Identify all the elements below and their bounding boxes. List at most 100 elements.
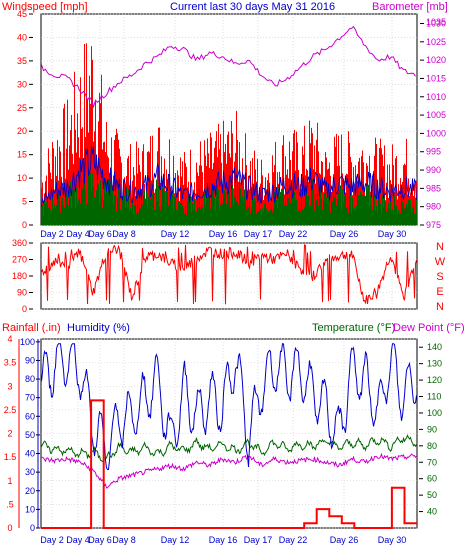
direction-tick-label: 180 xyxy=(12,271,27,281)
x-tick-label: Day 12 xyxy=(161,229,190,239)
dewpoint-axis-title: Dew Point (°F) xyxy=(393,322,465,334)
temperature-tick-label: 80 xyxy=(427,441,437,451)
x-tick-label: Day 30 xyxy=(378,535,407,545)
windspeed-tick-label: 10 xyxy=(17,173,27,183)
x-tick-label: Day 17 xyxy=(244,229,273,239)
barometer-tick-label: 1010 xyxy=(426,92,446,102)
windspeed-tick-label: 40 xyxy=(17,32,27,42)
x-tick-label: Day 12 xyxy=(161,535,190,545)
windspeed-tick-label: 20 xyxy=(17,126,27,136)
rainfall-tick-label: 1 xyxy=(7,476,12,486)
temperature-tick-label: 100 xyxy=(427,408,442,418)
x-tick-label: Day 2 xyxy=(40,535,64,545)
barometer-ticks: 975 980 985 990 995 1000 1005 1010 1015 1020 1025 1… xyxy=(420,17,446,230)
temperature-tick-label: 50 xyxy=(427,490,437,500)
humidity-tick-label: 50 xyxy=(25,430,35,440)
compass-label: N xyxy=(436,301,444,313)
windspeed-tick-label: 30 xyxy=(17,79,27,89)
temperature-tick-label: 40 xyxy=(427,507,437,517)
x-tick-label: Day 16 xyxy=(209,229,238,239)
windspeed-tick-label: 25 xyxy=(17,103,27,113)
barometer-tick-label: 995 xyxy=(426,147,441,157)
temperature-tick-label: 70 xyxy=(427,457,437,467)
rainfall-line xyxy=(41,399,417,529)
humidity-tick-label: 90 xyxy=(25,355,35,365)
compass-label: S xyxy=(436,271,443,283)
barometer-tick-label: 1000 xyxy=(426,128,446,138)
x-tick-label: Day 16 xyxy=(209,535,238,545)
barometer-tick-label: 990 xyxy=(426,165,441,175)
humidity-tick-label: 60 xyxy=(25,411,35,421)
x-tick-label: Day 22 xyxy=(279,535,308,545)
rainfall-tick-label: 3 xyxy=(7,381,12,391)
x-tick-label: Day 30 xyxy=(378,229,407,239)
humidity-tick-label: 30 xyxy=(25,467,35,477)
rainfall-tick-label: 0 xyxy=(7,523,12,533)
x-tick-label: Day 4 xyxy=(66,535,90,545)
compass-label: N xyxy=(436,241,444,253)
compass-label: W xyxy=(435,256,446,268)
humidity-axis-title: Humidity (%) xyxy=(67,322,130,334)
humidity-tick-label: 70 xyxy=(25,393,35,403)
barometer-tick-label: 1015 xyxy=(426,73,446,83)
x-tick-label: Day 26 xyxy=(330,229,359,239)
humidity-tick-label: 80 xyxy=(25,374,35,384)
rainfall-tick-label: 3.5 xyxy=(4,358,17,368)
direction-tick-label: 0 xyxy=(22,304,27,314)
windspeed-tick-label: 35 xyxy=(17,56,27,66)
panel-wind-series xyxy=(41,25,417,225)
windspeed-tick-label: 0 xyxy=(22,220,27,230)
panel-rain-series xyxy=(41,343,417,529)
x-tick-label: Day 8 xyxy=(112,535,136,545)
windspeed-tick-label: 15 xyxy=(17,150,27,160)
temperature-axis-title: Temperature (°F) xyxy=(312,322,395,334)
chart-title: Current last 30 days May 31 2016 xyxy=(170,1,335,13)
barometer-line xyxy=(41,25,416,109)
rainfall-tick-label: 2.5 xyxy=(4,405,17,415)
humidity-tick-label: 100 xyxy=(20,337,35,347)
rainfall-axis-title: Rainfall (.in) xyxy=(2,322,61,334)
panel-direction-series xyxy=(41,244,417,305)
x-tick-label: Day 8 xyxy=(112,229,136,239)
compass-label: E xyxy=(436,286,443,298)
barometer-tick-label: 980 xyxy=(426,202,441,212)
temperature-tick-label: 140 xyxy=(427,342,442,352)
temperature-tick-label: 110 xyxy=(427,392,441,402)
temperature-tick-label: 60 xyxy=(427,474,437,484)
rainfall-tick-label: 1.5 xyxy=(4,452,17,462)
windspeed-ticks: 0 5 10 15 20 25 30 35 40 45 xyxy=(17,9,33,230)
barometer-tick-label: 975 xyxy=(426,220,441,230)
direction-ticks: 0 90 180 270 360 xyxy=(12,238,33,314)
rainfall-tick-label: .5 xyxy=(6,499,14,509)
wind-direction-line xyxy=(41,244,417,305)
x-tick-label: Day 22 xyxy=(279,229,308,239)
average-wind-line xyxy=(41,145,417,207)
rainfall-tick-label: 4 xyxy=(7,334,12,344)
direction-tick-label: 90 xyxy=(17,288,27,298)
x-tick-label: Day 2 xyxy=(40,229,64,239)
windspeed-tick-label: 5 xyxy=(22,197,27,207)
rainfall-ticks: 43.532.521.51.50 xyxy=(4,334,20,533)
barometer-tick-label: 985 xyxy=(426,183,441,193)
temperature-ticks: 140 130 120 110 100 90 80 70 60 50 40 xyxy=(419,342,442,517)
humidity-tick-label: 0 xyxy=(30,523,35,533)
temperature-tick-label: 90 xyxy=(427,424,437,434)
barometer-tick-label: 1020 xyxy=(426,55,446,65)
x-tick-label: Day 17 xyxy=(244,535,273,545)
rain-humidity-temp-panel: 43.532.521.51.50 1009080706050403020100 … xyxy=(4,334,442,545)
barometer-axis-title: Barometer [mb] xyxy=(372,1,448,13)
rainfall-tick-label: 2 xyxy=(7,429,12,439)
barometer-tick-label: 1005 xyxy=(426,110,446,120)
humidity-tick-label: 20 xyxy=(25,486,35,496)
temperature-tick-label: 120 xyxy=(427,375,442,385)
barometer-tick-label: 1030 xyxy=(426,18,446,28)
windspeed-tick-label: 45 xyxy=(17,9,27,19)
humidity-tick-label: 40 xyxy=(25,449,35,459)
x-tick-label: Day 4 xyxy=(66,229,90,239)
